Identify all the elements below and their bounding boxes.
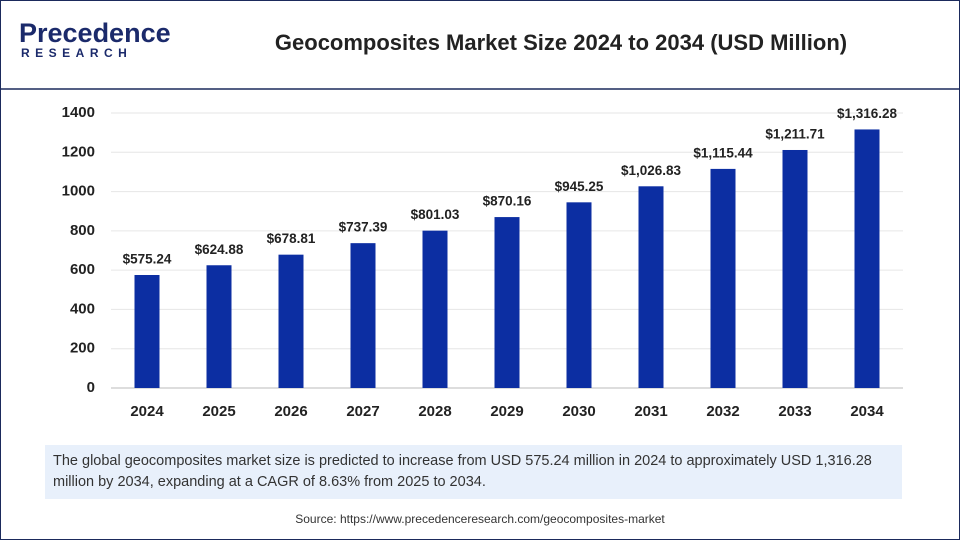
chart-title: Geocomposites Market Size 2024 to 2034 (… [275,30,847,55]
x-tick-label: 2028 [418,403,451,420]
x-tick-label: 2024 [130,403,164,420]
y-tick-label: 400 [70,300,95,317]
y-tick-label: 200 [70,340,95,357]
value-label: $945.25 [555,179,604,194]
logo-top: Precedence [19,18,171,48]
value-label: $678.81 [267,231,316,246]
bar [710,168,736,388]
source: Source: https://www.precedenceresearch.c… [295,512,665,526]
x-tick-label: 2030 [562,403,595,420]
x-tick-label: 2033 [778,403,811,420]
x-tick-label: 2034 [850,403,884,420]
y-tick-label: 0 [87,379,95,396]
bar [422,230,448,388]
x-tick-label: 2026 [274,403,307,420]
bar [494,217,520,388]
bar [134,275,160,388]
value-label: $1,115.44 [693,145,753,160]
value-label: $1,211.71 [765,127,825,142]
summary: The global geocomposites market size is … [45,445,902,499]
x-tick-label: 2027 [346,403,379,420]
value-label: $1,316.28 [837,106,898,121]
y-tick-label: 600 [70,261,95,278]
x-tick-label: 2031 [634,403,667,420]
x-tick-label: 2025 [202,403,235,420]
y-tick-label: 1000 [62,183,95,200]
bar [782,149,808,388]
value-label: $870.16 [483,194,532,209]
bar [350,243,376,388]
bar [854,129,880,388]
bar [638,186,664,388]
value-label: $737.39 [339,220,388,235]
value-label: $575.24 [123,252,172,267]
bar [566,202,592,388]
logo-bottom: RESEARCH [21,46,132,60]
value-label: $624.88 [195,242,244,257]
y-tick-label: 800 [70,222,95,239]
value-label: $801.03 [411,207,460,222]
y-tick-label: 1200 [62,143,95,160]
x-tick-label: 2029 [490,403,523,420]
x-tick-label: 2032 [706,403,739,420]
bar [278,254,304,388]
chart: Precedence RESEARCH Geocomposites Market… [1,18,959,420]
bar [206,265,232,388]
y-tick-label: 1400 [62,104,95,121]
value-label: $1,026.83 [621,163,682,178]
